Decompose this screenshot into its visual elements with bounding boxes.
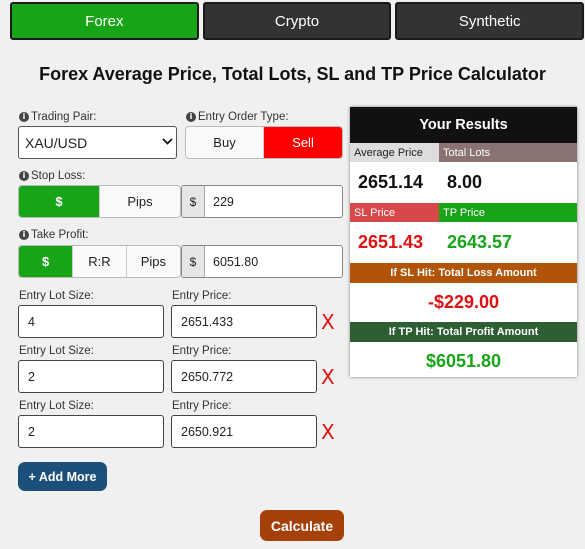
entry-price-input[interactable]: 2650.772 <box>171 360 317 393</box>
calculator-tabs: Forex Crypto Synthetic <box>10 2 585 40</box>
total-lots-label: Total Lots <box>439 143 577 162</box>
tab-synthetic[interactable]: Synthetic <box>395 2 585 40</box>
average-price-label: Average Price <box>350 143 439 162</box>
stop-loss-pips-mode[interactable]: Pips <box>127 194 153 209</box>
sl-hit-value: -$229.00 <box>427 292 500 312</box>
info-icon[interactable]: i <box>186 112 196 122</box>
trading-pair-select[interactable]: XAU/USD <box>18 126 177 159</box>
results-panel: Your Results Average Price Total Lots 26… <box>350 107 577 377</box>
entry-lot-input[interactable]: 4 <box>18 305 164 338</box>
tp-price-value: 2643.57 <box>447 232 513 252</box>
entry-price-input[interactable]: 2651.433 <box>171 305 317 338</box>
take-profit-pips-mode[interactable]: Pips <box>140 254 166 269</box>
stop-loss-label: i Stop Loss: <box>19 170 85 182</box>
entry-lot-label: Entry Lot Size: <box>19 400 94 412</box>
entry-price-input[interactable]: 2650.921 <box>171 415 317 448</box>
take-profit-input-group: $ 6051.80 <box>181 245 343 278</box>
add-more-button[interactable]: + Add More <box>18 462 107 491</box>
stop-loss-currency-addon: $ <box>182 186 205 217</box>
average-price-value: 2651.14 <box>358 172 424 192</box>
entry-order-type-toggle: Buy Sell <box>185 126 343 159</box>
calculate-button[interactable]: Calculate <box>260 510 344 541</box>
entry-price-label: Entry Price: <box>172 345 232 357</box>
trading-pair-label-text: Trading Pair: <box>31 111 97 123</box>
entry-lot-input[interactable]: 2 <box>18 360 164 393</box>
tp-price-label: TP Price <box>439 203 577 222</box>
page-title: Forex Average Price, Total Lots, SL and … <box>39 64 546 84</box>
entry-lot-label: Entry Lot Size: <box>19 345 94 357</box>
buy-button[interactable]: Buy <box>186 127 264 158</box>
sl-price-value: 2651.43 <box>358 232 424 252</box>
delete-entry-icon[interactable]: X <box>321 365 335 389</box>
take-profit-label: i Take Profit: <box>19 229 89 241</box>
tab-forex[interactable]: Forex <box>10 2 199 40</box>
take-profit-label-text: Take Profit: <box>31 229 89 241</box>
entry-price-label: Entry Price: <box>172 400 232 412</box>
take-profit-currency-addon: $ <box>182 246 205 277</box>
entry-order-type-label-text: Entry Order Type: <box>198 111 289 123</box>
stop-loss-dollar-mode[interactable]: $ <box>19 186 100 217</box>
entry-lot-input[interactable]: 2 <box>18 415 164 448</box>
tp-hit-label: If TP Hit: Total Profit Amount <box>350 322 577 342</box>
info-icon[interactable]: i <box>19 171 29 181</box>
trading-pair-label: i Trading Pair: <box>19 111 96 123</box>
sell-button[interactable]: Sell <box>264 127 342 158</box>
tp-hit-value: $6051.80 <box>425 351 502 371</box>
info-icon[interactable]: i <box>19 112 29 122</box>
stop-loss-mode-toggle: $ Pips <box>18 185 181 218</box>
delete-entry-icon[interactable]: X <box>321 310 335 334</box>
take-profit-rr-mode[interactable]: R:R <box>73 246 127 277</box>
stop-loss-input-group: $ 229 <box>181 185 343 218</box>
entry-order-type-label: i Entry Order Type: <box>186 111 289 123</box>
take-profit-mode-toggle: $ R:R Pips <box>18 245 181 278</box>
take-profit-input[interactable]: 6051.80 <box>213 254 259 269</box>
sl-price-label: SL Price <box>350 203 439 222</box>
results-title: Your Results <box>350 107 577 143</box>
delete-entry-icon[interactable]: X <box>321 420 335 444</box>
stop-loss-input[interactable]: 229 <box>213 194 234 209</box>
total-lots-value: 8.00 <box>447 172 483 192</box>
entry-price-label: Entry Price: <box>172 290 232 302</box>
entry-lot-label: Entry Lot Size: <box>19 290 94 302</box>
stop-loss-label-text: Stop Loss: <box>31 170 86 182</box>
take-profit-dollar-mode[interactable]: $ <box>19 246 74 277</box>
sl-hit-label: If SL Hit: Total Loss Amount <box>350 263 577 283</box>
info-icon[interactable]: i <box>19 230 29 240</box>
trading-pair-value: XAU/USD <box>25 134 88 151</box>
tab-crypto[interactable]: Crypto <box>202 2 392 40</box>
chevron-down-icon <box>158 137 176 148</box>
